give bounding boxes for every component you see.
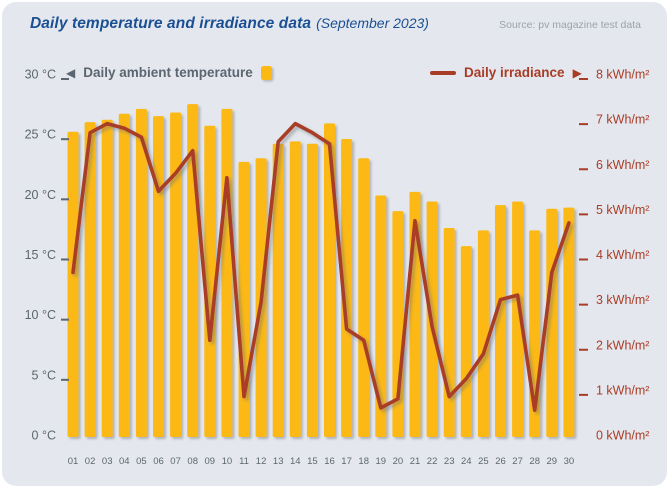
irradiance-line-swatch-icon — [430, 70, 456, 75]
x-axis-day-label: 10 — [222, 456, 233, 467]
right-axis-label: 5 kWh/m² — [596, 203, 649, 217]
irradiance-line — [71, 121, 571, 413]
left-axis-label: 25 °C — [25, 128, 56, 142]
temperature-bar — [375, 195, 387, 437]
temperature-bar — [460, 246, 472, 437]
x-axis-day-label: 25 — [478, 456, 489, 467]
left-axis-label: 30 °C — [25, 68, 56, 82]
x-axis-day-label: 09 — [205, 456, 216, 467]
x-axis-day-label: 12 — [256, 456, 267, 467]
left-axis-label: 20 °C — [25, 188, 56, 202]
left-axis-label: 0 °C — [32, 429, 56, 443]
temperature-bar — [341, 138, 353, 438]
temperature-swatch-icon — [260, 65, 272, 80]
x-axis-day-label: 08 — [187, 456, 198, 467]
temperature-bar — [67, 131, 79, 437]
x-axis-day-label: 17 — [341, 456, 352, 467]
temperature-bar — [84, 122, 96, 437]
x-axis-day-label: 14 — [290, 456, 301, 467]
right-axis-label: 1 kWh/m² — [596, 383, 649, 397]
temperature-bar — [392, 211, 404, 437]
x-axis-day-label: 22 — [427, 456, 438, 467]
temperature-legend: ◀ Daily ambient temperature — [66, 65, 272, 80]
x-axis-day-label: 28 — [529, 456, 540, 467]
x-axis-day-label: 29 — [547, 456, 558, 467]
temperature-bar — [512, 201, 524, 437]
temperature-bar — [272, 143, 284, 437]
temperature-bar — [443, 228, 455, 437]
left-axis-label: 5 °C — [32, 368, 56, 382]
x-axis-day-label: 05 — [136, 456, 147, 467]
temperature-bar — [153, 116, 164, 437]
temperature-bar — [358, 158, 370, 437]
x-axis-day-label: 21 — [410, 456, 421, 467]
x-axis-day-label: 27 — [512, 456, 523, 467]
x-axis-day-label: 02 — [85, 456, 96, 467]
x-axis-day-label: 23 — [444, 456, 455, 467]
x-axis-day-label: 01 — [68, 456, 79, 467]
left-axis-label: 15 °C — [25, 248, 56, 262]
irradiance-legend-label: Daily irradiance — [464, 65, 565, 80]
x-axis-day-label: 11 — [239, 456, 249, 467]
right-axis-label: 2 kWh/m² — [596, 338, 649, 352]
x-axis-day-label: 16 — [324, 456, 335, 467]
x-axis-day-label: 13 — [273, 456, 284, 467]
temperature-bar — [118, 113, 130, 438]
temperature-bar — [477, 230, 489, 437]
x-axis-day-label: 15 — [307, 456, 318, 467]
temperature-bar — [170, 112, 182, 438]
right-axis-label: 3 kWh/m² — [596, 293, 649, 307]
chart-header: Daily temperature and irradiance data (S… — [30, 15, 641, 33]
x-axis-day-label: 03 — [102, 456, 113, 467]
x-axis-day-label: 24 — [461, 456, 472, 467]
temperature-bar — [324, 123, 335, 437]
x-axis-day-label: 19 — [376, 456, 387, 467]
temperature-bar — [495, 205, 506, 437]
temperature-bar — [221, 108, 233, 437]
irradiance-legend: Daily irradiance ▶ — [430, 65, 582, 80]
x-axis-day-label: 26 — [495, 456, 506, 467]
temperature-legend-label: Daily ambient temperature — [83, 65, 253, 80]
x-axis-day-label: 30 — [564, 456, 575, 467]
temperature-bar — [135, 108, 147, 437]
source-credit: Source: pv magazine test data — [499, 19, 641, 31]
right-axis-label: 7 kWh/m² — [596, 113, 649, 127]
temperature-bar — [306, 143, 318, 437]
x-axis-day-label: 04 — [119, 456, 130, 467]
page-subtitle: (September 2023) — [316, 15, 429, 31]
right-axis-label: 8 kWh/m² — [596, 68, 649, 82]
right-axis-label: 4 kWh/m² — [596, 248, 649, 262]
x-axis-day-label: 06 — [153, 456, 164, 467]
arrow-left-icon: ◀ — [66, 65, 76, 80]
x-axis-day-label: 07 — [170, 456, 181, 467]
temperature-bar — [289, 141, 301, 438]
temperature-bar — [546, 208, 558, 437]
x-axis-day-label: 20 — [393, 456, 404, 467]
right-axis-label: 0 kWh/m² — [596, 429, 649, 443]
temperature-bar — [101, 119, 113, 437]
arrow-right-icon: ▶ — [572, 65, 582, 80]
temperature-bar — [563, 207, 575, 437]
left-axis-label: 10 °C — [25, 308, 56, 322]
temperature-bars — [67, 104, 575, 438]
page-title: Daily temperature and irradiance data — [30, 15, 312, 32]
x-axis-day-label: 18 — [358, 456, 369, 467]
temperature-bar — [204, 125, 216, 437]
right-axis-label: 6 kWh/m² — [596, 158, 649, 172]
